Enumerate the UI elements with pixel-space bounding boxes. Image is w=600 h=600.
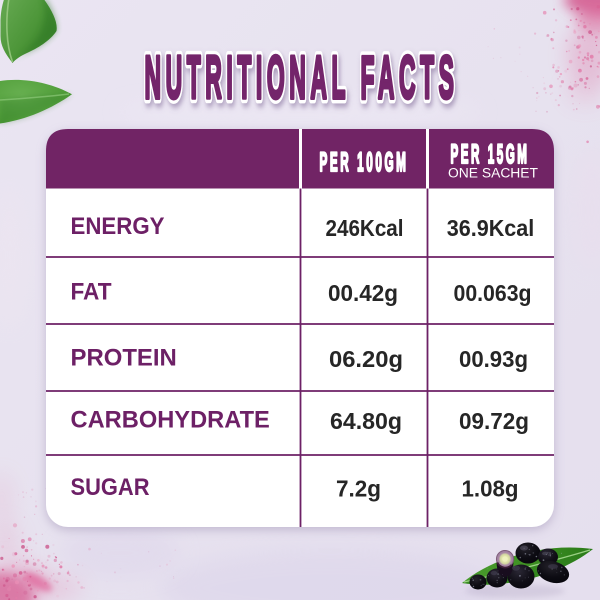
svg-text:FAT: FAT — [71, 279, 112, 306]
svg-text:00.93g: 00.93g — [459, 346, 528, 372]
svg-text:06.20g: 06.20g — [329, 346, 403, 372]
svg-text:NUTRITIONAL FACTS: NUTRITIONAL FACTS — [145, 44, 459, 111]
svg-text:PROTEIN: PROTEIN — [71, 344, 177, 371]
svg-text:NUTRITIONAL FACTS: NUTRITIONAL FACTS — [145, 44, 459, 111]
svg-text:00.42g: 00.42g — [328, 280, 398, 306]
svg-text:1.08g: 1.08g — [462, 475, 519, 501]
svg-text:64.80g: 64.80g — [330, 408, 402, 434]
svg-text:PER 100GM: PER 100GM — [320, 146, 409, 176]
svg-text:ONE SACHET: ONE SACHET — [448, 165, 538, 181]
svg-text:09.72g: 09.72g — [459, 408, 529, 434]
svg-text:PER 15GM: PER 15GM — [451, 139, 530, 169]
svg-text:SUGAR: SUGAR — [71, 474, 150, 501]
svg-text:246Kcal: 246Kcal — [326, 215, 404, 241]
svg-text:00.063g: 00.063g — [454, 280, 532, 306]
svg-text:ENERGY: ENERGY — [71, 213, 165, 240]
svg-text:7.2g: 7.2g — [336, 475, 381, 501]
svg-text:36.9Kcal: 36.9Kcal — [447, 215, 535, 241]
svg-text:CARBOHYDRATE: CARBOHYDRATE — [71, 407, 270, 434]
